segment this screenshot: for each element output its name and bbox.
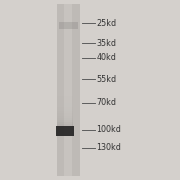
Bar	[57, 96, 73, 98]
Bar	[57, 98, 73, 100]
Text: 130kd: 130kd	[96, 143, 121, 152]
Bar	[64, 4, 73, 176]
Bar	[57, 114, 73, 116]
Bar	[57, 122, 73, 124]
Text: 25kd: 25kd	[96, 19, 116, 28]
Bar	[57, 118, 73, 120]
Text: 70kd: 70kd	[96, 98, 116, 107]
Bar	[57, 116, 73, 118]
Bar	[56, 126, 74, 136]
Bar	[57, 107, 73, 109]
Bar	[57, 103, 73, 105]
Bar	[57, 124, 73, 126]
Text: 35kd: 35kd	[96, 39, 116, 48]
Bar	[57, 4, 80, 176]
Text: 40kd: 40kd	[96, 53, 116, 62]
Bar	[57, 111, 73, 113]
Bar	[57, 105, 73, 107]
Bar	[57, 100, 73, 103]
Text: 55kd: 55kd	[96, 75, 116, 84]
Bar	[57, 120, 73, 122]
Bar	[57, 109, 73, 111]
Bar	[57, 94, 73, 96]
Text: 100kd: 100kd	[96, 125, 121, 134]
Bar	[58, 22, 78, 29]
